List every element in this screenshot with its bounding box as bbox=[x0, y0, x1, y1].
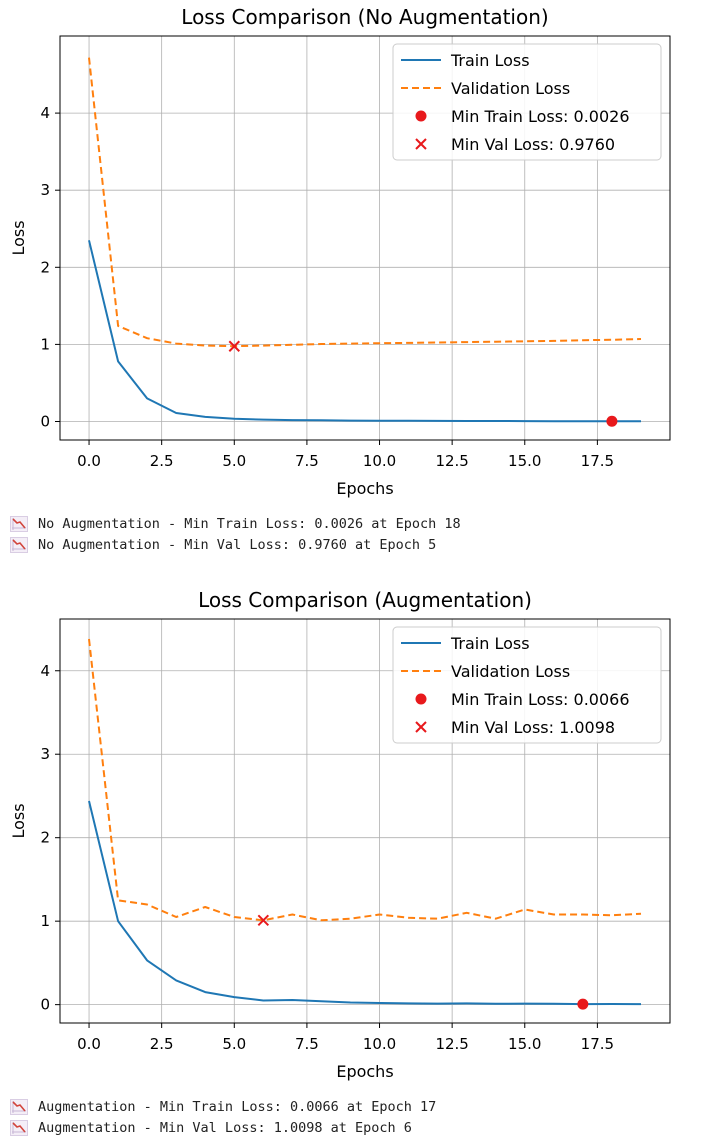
log-text: Augmentation - Min Val Loss: 1.0098 at E… bbox=[38, 1120, 412, 1136]
legend-label: Train Loss bbox=[450, 634, 530, 653]
y-tick-label: 3 bbox=[40, 745, 50, 763]
legend-handle bbox=[415, 721, 427, 733]
legend-label: Min Val Loss: 1.0098 bbox=[451, 718, 615, 737]
log-text: Augmentation - Min Train Loss: 0.0066 at… bbox=[38, 1099, 437, 1115]
chart-decreasing-icon bbox=[10, 1120, 28, 1136]
x-tick-label: 0.0 bbox=[77, 1035, 101, 1053]
legend-handle bbox=[415, 110, 427, 122]
y-tick-label: 3 bbox=[40, 181, 50, 199]
chart-decreasing-icon bbox=[10, 516, 28, 532]
legend-label: Min Val Loss: 0.9760 bbox=[451, 135, 615, 154]
x-tick-label: 5.0 bbox=[222, 1035, 246, 1053]
x-tick-label: 17.5 bbox=[581, 1035, 614, 1053]
x-tick-label: 2.5 bbox=[150, 1035, 174, 1053]
x-tick-label: 7.5 bbox=[295, 452, 319, 470]
validation-loss-line bbox=[88, 638, 642, 922]
x-tick-label: 2.5 bbox=[150, 452, 174, 470]
log-line-4: Augmentation - Min Val Loss: 1.0098 at E… bbox=[10, 1118, 412, 1138]
plot-frame bbox=[59, 618, 671, 1024]
chart-decreasing-icon bbox=[10, 1099, 28, 1115]
y-tick-label: 0 bbox=[40, 996, 50, 1014]
train-loss-line bbox=[88, 240, 642, 423]
x-tick-label: 12.5 bbox=[435, 1035, 468, 1053]
chart-title: Loss Comparison (Augmentation) bbox=[198, 588, 532, 612]
y-axis-label: Loss bbox=[9, 220, 28, 255]
min-val-marker bbox=[228, 340, 240, 352]
legend-handle bbox=[415, 693, 427, 705]
legend: Train Loss Validation Loss Min Train Loss:… bbox=[392, 43, 662, 161]
legend: Train Loss Validation Loss Min Train Loss:… bbox=[392, 626, 662, 744]
log-text: No Augmentation - Min Val Loss: 0.9760 a… bbox=[38, 537, 437, 553]
y-tick-label: 4 bbox=[40, 104, 50, 122]
y-tick-label: 4 bbox=[40, 662, 50, 680]
legend-label: Validation Loss bbox=[451, 79, 570, 98]
x-tick-label: 15.0 bbox=[508, 452, 541, 470]
y-tick-label: 2 bbox=[40, 258, 50, 276]
legend-handle bbox=[415, 138, 427, 150]
min-val-marker bbox=[257, 914, 270, 927]
x-tick-label: 15.0 bbox=[508, 1035, 541, 1053]
x-tick-label: 7.5 bbox=[295, 1035, 319, 1053]
y-tick-label: 2 bbox=[40, 829, 50, 847]
train-loss-line bbox=[88, 800, 642, 1006]
x-axis-label: Epochs bbox=[336, 1062, 393, 1081]
log-line-1: No Augmentation - Min Train Loss: 0.0026… bbox=[10, 514, 461, 534]
validation-loss-line bbox=[88, 57, 642, 348]
log-line-2: No Augmentation - Min Val Loss: 0.9760 a… bbox=[10, 535, 436, 555]
legend-label: Min Train Loss: 0.0066 bbox=[451, 690, 630, 709]
chart-augmentation: Loss Comparison (Augmentation) 0.0 2.5 5.0 7… bbox=[0, 583, 703, 1093]
log-line-3: Augmentation - Min Train Loss: 0.0066 at… bbox=[10, 1097, 436, 1117]
chart-no-augmentation: Loss Comparison (No Augmentation) 0.0 2.5 5… bbox=[0, 0, 703, 510]
min-train-marker bbox=[606, 415, 618, 427]
x-tick-label: 10.0 bbox=[363, 452, 396, 470]
loss-chart-svg: Loss Comparison (Augmentation) 0.0 2.5 5.0 7… bbox=[9, 588, 671, 1081]
log-text: No Augmentation - Min Train Loss: 0.0026… bbox=[38, 516, 461, 532]
legend-label: Min Train Loss: 0.0026 bbox=[451, 107, 630, 126]
x-tick-label: 17.5 bbox=[581, 452, 614, 470]
loss-chart-svg: Loss Comparison (No Augmentation) 0.0 2.5 5… bbox=[9, 5, 671, 498]
x-tick-label: 10.0 bbox=[363, 1035, 396, 1053]
y-tick-label: 1 bbox=[40, 912, 50, 930]
x-tick-label: 0.0 bbox=[77, 452, 101, 470]
x-tick-label: 5.0 bbox=[222, 452, 246, 470]
plot-frame bbox=[59, 35, 671, 441]
chart-decreasing-icon bbox=[10, 537, 28, 553]
x-tick-label: 12.5 bbox=[435, 452, 468, 470]
legend-label: Train Loss bbox=[450, 51, 530, 70]
y-tick-label: 1 bbox=[40, 335, 50, 353]
y-axis-label: Loss bbox=[9, 803, 28, 838]
y-tick-label: 0 bbox=[40, 412, 50, 430]
legend-label: Validation Loss bbox=[451, 662, 570, 681]
x-axis-label: Epochs bbox=[336, 479, 393, 498]
min-train-marker bbox=[577, 998, 589, 1010]
chart-title: Loss Comparison (No Augmentation) bbox=[181, 5, 548, 29]
